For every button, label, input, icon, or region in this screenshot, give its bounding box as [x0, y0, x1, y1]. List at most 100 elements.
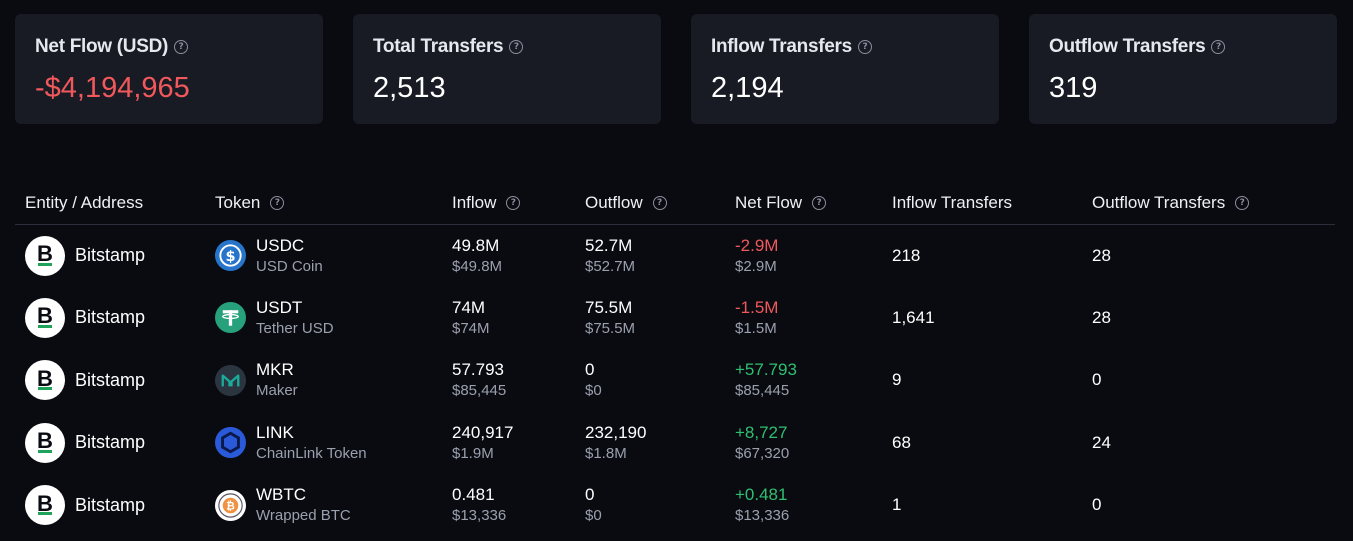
net-flow-amount: +57.793: [735, 360, 797, 380]
outflow-amount: 0: [585, 360, 595, 380]
inflow-transfers-count: 1,641: [892, 307, 935, 327]
inflow-amount: 57.793: [452, 360, 504, 380]
inflow-amount: 49.8M: [452, 235, 500, 255]
card-total-transfers: Total Transfers ? 2,513: [353, 14, 661, 124]
help-icon[interactable]: ?: [174, 40, 189, 54]
inflow-usd: $13,336: [452, 507, 507, 525]
usdt-icon: [215, 302, 246, 334]
mkr-icon: [215, 364, 246, 396]
inflow-amount: 0.481: [452, 485, 495, 505]
outflow-usd: $0: [585, 382, 602, 400]
outflow-transfers-count: 24: [1092, 432, 1111, 452]
outflow-transfers-count: 0: [1092, 370, 1102, 390]
bitstamp-logo-icon: B: [25, 360, 65, 401]
help-icon[interactable]: ?: [1211, 40, 1226, 54]
token-name: Tether USD: [256, 319, 334, 337]
net-flow-usd: $67,320: [735, 444, 790, 462]
token-cell[interactable]: $ USDC USD Coin: [215, 235, 452, 277]
outflow-usd: $0: [585, 507, 602, 525]
svg-text:$: $: [225, 249, 235, 265]
entity-name[interactable]: Bitstamp: [75, 494, 146, 515]
header-net-flow[interactable]: Net Flow?: [735, 183, 892, 225]
inflow-transfers-count: 218: [892, 245, 921, 265]
wbtc-icon: ₿: [215, 489, 246, 521]
card-value: 2,513: [373, 72, 446, 104]
table-row[interactable]: B Bitstamp MKR Maker 57.793 $85,445 0 $0 +5…: [15, 349, 1335, 412]
table-row[interactable]: B Bitstamp USDT Tether USD 74M $74M 75.5M $…: [15, 287, 1335, 350]
table-row[interactable]: B Bitstamp LINK ChainLink Token 240,917 $1…: [15, 412, 1335, 475]
header-outflow[interactable]: Outflow?: [585, 183, 735, 225]
help-icon[interactable]: ?: [270, 196, 285, 211]
entity-name[interactable]: Bitstamp: [75, 307, 146, 328]
table-header-row: Entity / Address Token? Inflow? Outflow?…: [15, 183, 1335, 225]
outflow-amount: 75.5M: [585, 297, 633, 317]
outflow-transfers-count: 0: [1092, 495, 1102, 515]
header-token[interactable]: Token?: [215, 183, 452, 225]
token-name: USD Coin: [256, 257, 323, 275]
table-row[interactable]: B Bitstamp ₿ WBTC Wrapped BTC 0.481 $13,33…: [15, 474, 1335, 537]
inflow-usd: $85,445: [452, 382, 507, 400]
svg-text:₿: ₿: [226, 499, 235, 512]
inflow-amount: 74M: [452, 297, 486, 317]
outflow-usd: $75.5M: [585, 319, 636, 337]
inflow-transfers-count: 68: [892, 432, 911, 452]
bitstamp-logo-icon: B: [25, 485, 65, 526]
entity-cell[interactable]: B Bitstamp: [25, 360, 215, 401]
token-cell[interactable]: ₿ WBTC Wrapped BTC: [215, 484, 452, 526]
net-flow-usd: $1.5M: [735, 319, 777, 337]
outflow-usd: $52.7M: [585, 257, 636, 275]
card-value: 2,194: [711, 72, 784, 104]
bitstamp-logo-icon: B: [25, 297, 65, 338]
outflow-transfers-count: 28: [1092, 245, 1111, 265]
inflow-usd: $74M: [452, 319, 490, 337]
entity-cell[interactable]: B Bitstamp: [25, 485, 215, 526]
outflow-usd: $1.8M: [585, 444, 627, 462]
inflow-usd: $1.9M: [452, 444, 494, 462]
entity-name[interactable]: Bitstamp: [75, 369, 146, 390]
token-symbol: MKR: [256, 360, 294, 380]
summary-cards: Net Flow (USD) ? -$4,194,965 Total Trans…: [15, 14, 1337, 124]
card-inflow-transfers: Inflow Transfers ? 2,194: [691, 14, 999, 124]
header-entity[interactable]: Entity / Address: [15, 183, 215, 225]
entity-cell[interactable]: B Bitstamp: [25, 297, 215, 338]
token-cell[interactable]: MKR Maker: [215, 359, 452, 401]
token-symbol: LINK: [256, 422, 294, 442]
card-value: 319: [1049, 72, 1098, 104]
net-flow-usd: $13,336: [735, 507, 790, 525]
flows-table: Entity / Address Token? Inflow? Outflow?…: [15, 183, 1335, 537]
card-title: Inflow Transfers: [711, 36, 852, 57]
help-icon[interactable]: ?: [652, 196, 667, 211]
net-flow-usd: $2.9M: [735, 257, 777, 275]
inflow-usd: $49.8M: [452, 257, 503, 275]
help-icon[interactable]: ?: [506, 196, 521, 211]
header-inflow-transfers[interactable]: Inflow Transfers: [892, 183, 1092, 225]
help-icon[interactable]: ?: [509, 40, 524, 54]
header-inflow[interactable]: Inflow?: [452, 183, 585, 225]
outflow-amount: 232,190: [585, 422, 647, 442]
net-flow-amount: +8,727: [735, 422, 788, 442]
token-symbol: USDT: [256, 297, 303, 317]
token-symbol: USDC: [256, 235, 305, 255]
net-flow-amount: +0.481: [735, 485, 788, 505]
card-title: Outflow Transfers: [1049, 36, 1206, 57]
card-title: Total Transfers: [373, 36, 504, 57]
token-name: Wrapped BTC: [256, 507, 351, 525]
net-flow-amount: -1.5M: [735, 297, 779, 317]
link-icon: [215, 427, 246, 459]
outflow-amount: 0: [585, 485, 595, 505]
help-icon[interactable]: ?: [812, 196, 827, 211]
help-icon[interactable]: ?: [1235, 196, 1250, 211]
token-symbol: WBTC: [256, 485, 307, 505]
inflow-amount: 240,917: [452, 422, 514, 442]
entity-name[interactable]: Bitstamp: [75, 432, 146, 453]
entity-cell[interactable]: B Bitstamp: [25, 235, 215, 276]
table-row[interactable]: B Bitstamp $ USDC USD Coin 49.8M $49.8M 52…: [15, 224, 1335, 287]
inflow-transfers-count: 1: [892, 495, 902, 515]
entity-cell[interactable]: B Bitstamp: [25, 422, 215, 463]
token-cell[interactable]: USDT Tether USD: [215, 297, 452, 339]
token-name: ChainLink Token: [256, 444, 367, 462]
header-outflow-transfers[interactable]: Outflow Transfers?: [1092, 183, 1335, 225]
token-cell[interactable]: LINK ChainLink Token: [215, 422, 452, 464]
help-icon[interactable]: ?: [857, 40, 872, 54]
entity-name[interactable]: Bitstamp: [75, 245, 146, 265]
